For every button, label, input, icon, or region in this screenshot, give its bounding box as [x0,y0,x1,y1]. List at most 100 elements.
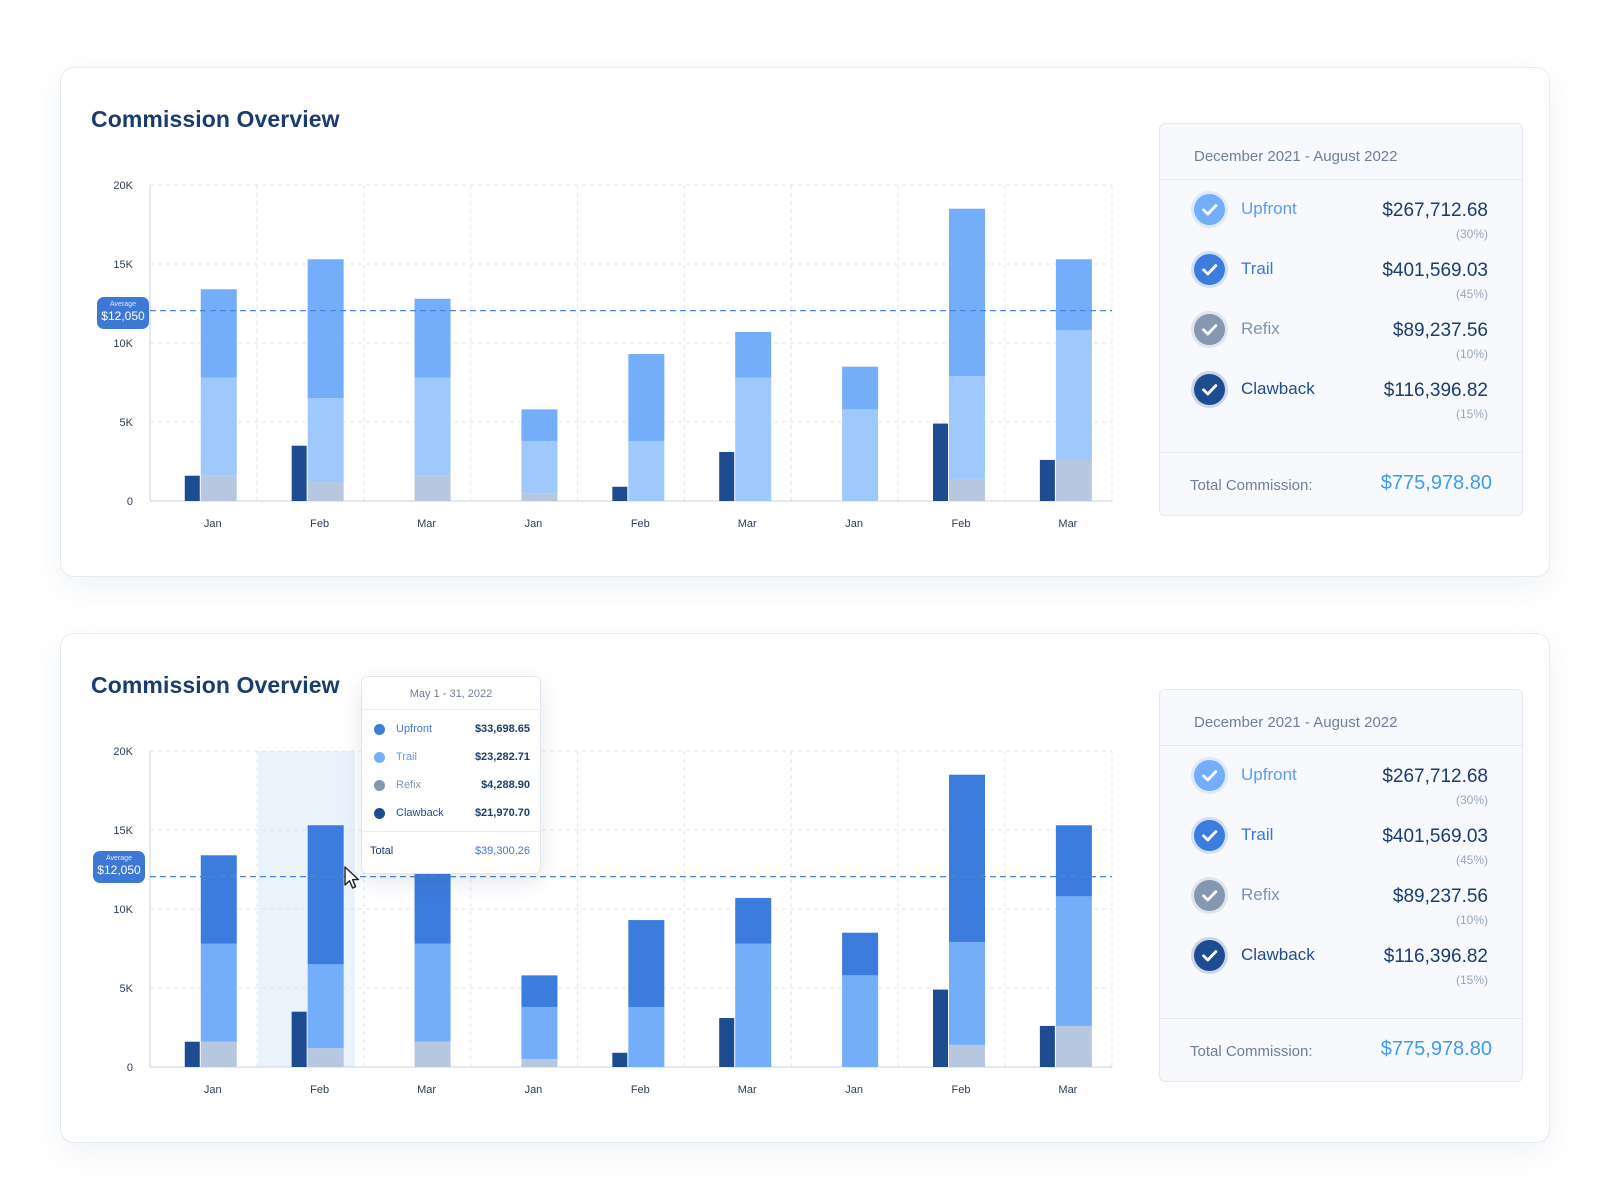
x-tick-label: Jan [845,1084,863,1096]
trail-check-icon[interactable] [1194,254,1225,285]
average-label: Average [110,301,136,308]
tooltip-row-name: Clawback [396,807,444,819]
summary-item-percent: (45%) [1455,853,1488,867]
refix-bar-segment [1055,1025,1092,1067]
refix-check-icon[interactable] [1194,314,1225,345]
x-tick-label: Jan [845,518,863,530]
summary-item-percent: (10%) [1455,347,1488,361]
total-value: $775,978.80 [1380,1038,1492,1060]
summary-item-name: Refix [1241,885,1280,904]
upfront-check-icon[interactable] [1194,760,1225,791]
clawback-bar [1039,1025,1055,1067]
summary-item-amount: $401,569.03 [1382,260,1488,281]
trail-dot-icon [374,752,385,763]
x-tick-label: Feb [631,518,650,530]
trail-bar-segment [414,377,451,476]
upfront-bar-segment [1055,825,1092,897]
x-tick-label: Mar [1058,1084,1077,1096]
trail-check-icon[interactable] [1194,820,1225,851]
clawback-bar [932,989,948,1067]
y-tick-label: 5K [120,983,134,995]
upfront-bar-segment [735,331,772,378]
summary-row-upfront[interactable]: Upfront $267,712.68 (30%) [1160,194,1522,254]
x-tick-label: Mar [417,1084,436,1096]
clawback-check-icon[interactable] [1194,940,1225,971]
summary-item-percent: (30%) [1455,227,1488,241]
tooltip-row-refix: Refix $4,288.90 [362,777,540,797]
trail-bar-segment [307,964,344,1049]
upfront-bar-segment [307,825,344,965]
clawback-bar [184,475,200,501]
summary-item-percent: (10%) [1455,913,1488,927]
upfront-bar-segment [414,298,451,378]
tooltip-row-value: $33,698.65 [474,723,530,735]
refix-check-icon[interactable] [1194,880,1225,911]
refix-bar-segment [200,1041,237,1067]
summary-item-amount: $89,237.56 [1392,886,1488,907]
date-range: December 2021 - August 2022 [1160,690,1522,746]
refix-bar-segment [521,493,558,501]
summary-row-refix[interactable]: Refix $89,237.56 (10%) [1160,314,1522,374]
x-tick-label: Jan [525,518,543,530]
trail-bar-segment [200,377,237,476]
summary-item-percent: (15%) [1455,407,1488,421]
clawback-bar [932,423,948,501]
clawback-bar [291,445,307,501]
refix-bar-segment [200,475,237,501]
trail-bar-segment [735,943,772,1067]
y-tick-label: 15K [113,259,133,271]
trail-bar-segment [414,943,451,1042]
upfront-bar-segment [307,259,344,399]
summary-item-name: Upfront [1241,199,1297,218]
total-label: Total Commission: [1190,1043,1313,1060]
upfront-check-icon[interactable] [1194,194,1225,225]
trail-bar-segment [842,409,879,501]
commission-overview-card: 0 5K 10K 15K 20K Jan Feb Mar Jan Feb Mar Jan Feb Mar … [60,67,1550,577]
refix-bar-segment [414,475,451,501]
summary-item-amount: $116,396.82 [1383,380,1488,401]
tooltip-row-value: $23,282.71 [474,751,530,763]
refix-bar-segment [307,482,344,501]
summary-row-upfront[interactable]: Upfront $267,712.68 (30%) [1160,760,1522,820]
trail-bar-segment [521,440,558,494]
trail-bar-segment [200,943,237,1042]
refix-bar-segment [307,1048,344,1067]
x-tick-label: Mar [1058,518,1077,530]
mouse-cursor-icon [344,866,360,889]
upfront-bar-segment [521,975,558,1007]
trail-bar-segment [628,440,665,501]
bar-tooltip: May 1 - 31, 2022 Upfront $33,698.65 Trai… [361,676,541,874]
clawback-bar [184,1041,200,1067]
summary-item-name: Clawback [1241,945,1315,964]
trail-bar-segment [1055,896,1092,1026]
summary-row-clawback[interactable]: Clawback $116,396.82 (15%) [1160,374,1522,434]
trail-bar-segment [948,942,985,1045]
refix-bar-segment [948,1044,985,1067]
tooltip-date: May 1 - 31, 2022 [362,677,540,710]
upfront-bar-segment [628,354,665,441]
trail-bar-segment [1055,330,1092,460]
upfront-bar-segment [842,932,879,976]
summary-row-trail[interactable]: Trail $401,569.03 (45%) [1160,820,1522,880]
summary-item-amount: $116,396.82 [1383,946,1488,967]
summary-row-refix[interactable]: Refix $89,237.56 (10%) [1160,880,1522,940]
card-title: Commission Overview [91,672,340,698]
y-tick-label: 10K [113,338,133,350]
summary-row-clawback[interactable]: Clawback $116,396.82 (15%) [1160,940,1522,1000]
clawback-bar [719,1018,735,1067]
tooltip-total-value: $39,300.26 [474,845,530,857]
x-tick-label: Feb [952,1084,971,1096]
trail-bar-segment [948,376,985,479]
upfront-bar-segment [414,864,451,944]
summary-row-trail[interactable]: Trail $401,569.03 (45%) [1160,254,1522,314]
clawback-check-icon[interactable] [1194,374,1225,405]
summary-item-name: Trail [1241,825,1274,844]
tooltip-total: Total $39,300.26 [362,831,540,873]
clawback-bar [612,1052,628,1067]
y-tick-label: 20K [113,180,133,192]
upfront-bar-segment [200,855,237,944]
date-range: December 2021 - August 2022 [1160,124,1522,180]
total-commission: Total Commission: $775,978.80 [1160,1018,1522,1082]
summary-item-name: Clawback [1241,379,1315,398]
summary-item-amount: $267,712.68 [1382,766,1488,787]
